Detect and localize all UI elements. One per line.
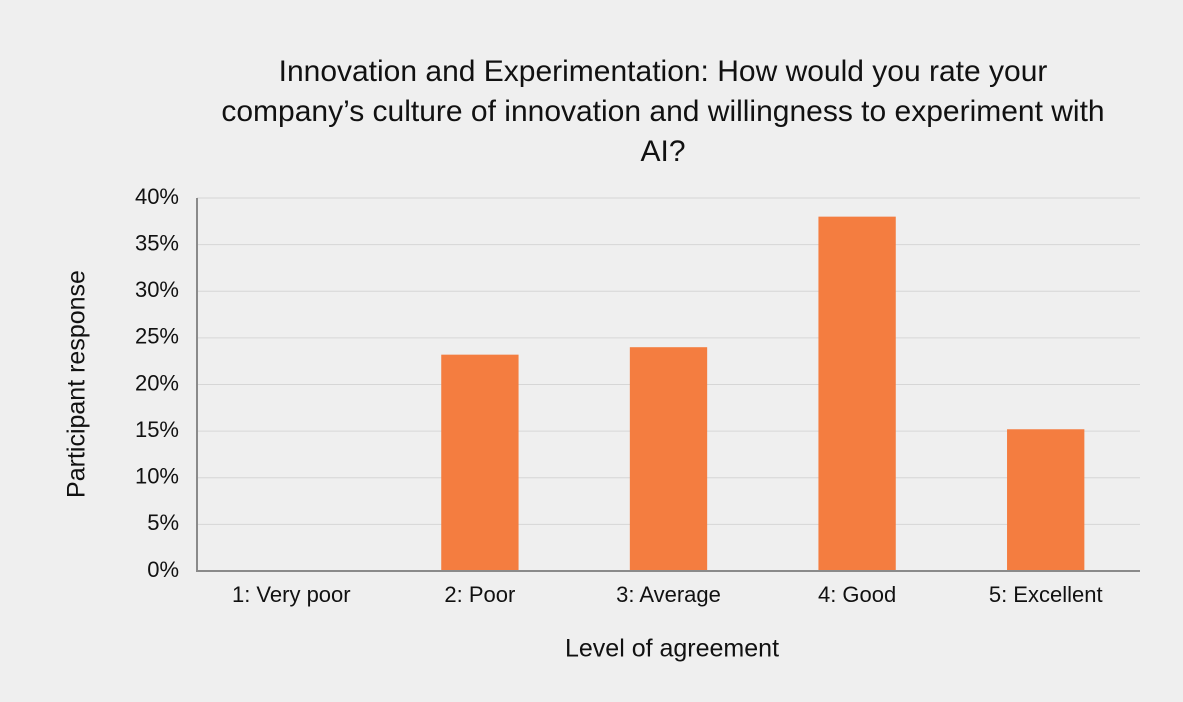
- chart-title: Innovation and Experimentation: How woul…: [221, 55, 1105, 168]
- x-tick-label: 5: Excellent: [989, 582, 1103, 607]
- y-axis-label: Participant response: [63, 270, 91, 498]
- bar: [441, 354, 519, 571]
- y-tick-label: 20%: [135, 370, 179, 395]
- x-tick-label: 1: Very poor: [232, 582, 351, 607]
- y-tick-label: 25%: [135, 324, 179, 349]
- y-tick-label: 15%: [135, 417, 179, 442]
- y-tick-label: 10%: [135, 464, 179, 489]
- y-tick-label: 40%: [135, 184, 179, 209]
- x-tick-label: 4: Good: [818, 582, 896, 607]
- x-axis-label: Level of agreement: [565, 635, 779, 663]
- y-tick-label: 30%: [135, 277, 179, 302]
- y-tick-label: 0%: [147, 557, 179, 582]
- y-tick-label: 35%: [135, 230, 179, 255]
- bar: [1007, 429, 1085, 571]
- bar: [629, 347, 708, 571]
- bar: [818, 216, 896, 571]
- x-tick-label: 2: Poor: [444, 582, 515, 607]
- y-tick-label: 5%: [147, 510, 179, 535]
- x-tick-label: 3: Average: [616, 582, 721, 607]
